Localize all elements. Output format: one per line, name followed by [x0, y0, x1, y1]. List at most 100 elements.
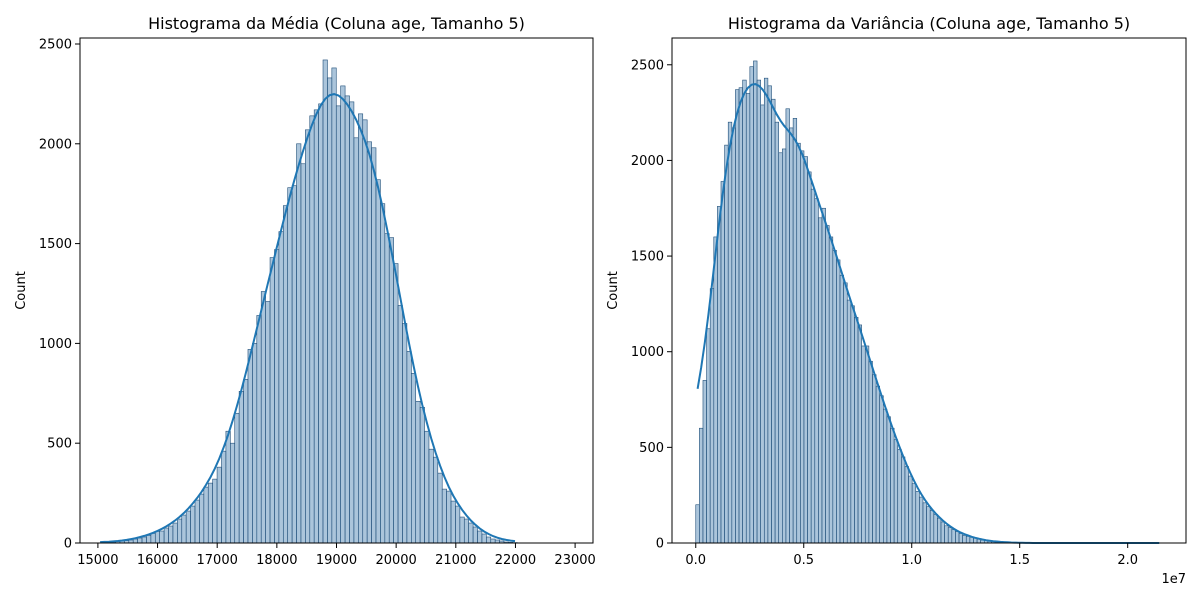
histogram-bar	[154, 531, 160, 544]
histogram-bar	[738, 87, 743, 544]
histogram-bar	[221, 450, 227, 544]
histogram-bar	[854, 316, 859, 544]
histogram-bar	[265, 301, 271, 544]
histogram-bar	[735, 89, 740, 544]
histogram-bar	[146, 535, 152, 544]
histogram-bar	[814, 198, 819, 544]
histogram-bar	[393, 263, 399, 544]
histogram-bar	[763, 77, 769, 544]
x-tick-label: 18000	[256, 553, 297, 568]
histogram-bar	[207, 482, 213, 544]
histogram-bar	[883, 408, 888, 544]
histogram-bar	[168, 525, 174, 544]
histogram-bar	[419, 406, 425, 544]
chart-title: Histograma da Média (Coluna age, Tamanho…	[148, 14, 525, 33]
histogram-bar	[861, 345, 866, 544]
histogram-bar	[937, 517, 942, 544]
histogram-bar	[919, 496, 924, 544]
y-axis: 0 500 1000 1500 2000 2500	[39, 37, 80, 552]
x-tick-label: 21000	[435, 553, 476, 568]
histogram-bar	[477, 530, 483, 544]
histogram-bar	[944, 525, 949, 544]
x-tick-label: 16000	[137, 553, 178, 568]
histogram-bar	[695, 504, 700, 544]
histogram-bar	[366, 141, 372, 544]
histogram-bar	[463, 518, 469, 544]
y-axis-label: Count	[606, 271, 621, 310]
histogram-bar	[243, 379, 249, 544]
histogram-bar	[857, 324, 862, 544]
histogram-bar	[709, 288, 715, 544]
histogram-bar	[234, 412, 240, 544]
histogram-bar	[340, 85, 346, 544]
histogram-bar	[181, 514, 187, 544]
histogram-bar	[782, 148, 787, 544]
histogram-bar	[225, 430, 231, 544]
histogram-bar	[185, 510, 191, 544]
histogram-bar	[803, 156, 808, 544]
y-tick-label: 1000	[631, 345, 664, 360]
chart-title: Histograma da Variância (Coluna age, Tam…	[728, 14, 1130, 33]
histogram-bar	[199, 493, 205, 544]
histogram-bar	[468, 522, 474, 544]
histogram-bar	[269, 257, 275, 544]
histogram-bar	[836, 259, 841, 544]
histogram-bar	[915, 491, 920, 544]
histogram-bar	[839, 274, 844, 544]
histogram-bar	[132, 538, 138, 544]
histogram-bar	[282, 205, 289, 544]
y-tick-label: 2500	[631, 58, 664, 73]
histogram-bar	[322, 59, 328, 544]
x-tick-label: 1.0	[901, 553, 922, 568]
x-axis: 0.0 0.5 1.0 1.5 2.0	[685, 543, 1138, 568]
histogram-bar	[362, 119, 368, 544]
histogram-bar	[890, 427, 895, 544]
histogram-bar	[875, 385, 880, 544]
histogram-bar	[893, 439, 899, 544]
histogram-bar	[397, 305, 403, 544]
plot-area-frame	[671, 37, 1187, 544]
histogram-bar	[309, 115, 315, 544]
histogram-bar	[868, 360, 873, 544]
histogram-bar	[296, 143, 302, 544]
histogram-bar	[486, 536, 492, 544]
histogram-bar	[238, 391, 244, 544]
x-axis-offset-label: 1e7	[1161, 572, 1186, 587]
histogram-bar	[789, 127, 794, 544]
histogram-bar	[212, 478, 218, 544]
histogram-bar	[908, 475, 913, 544]
y-axis-label: Count	[14, 271, 29, 310]
histogram-bar	[163, 527, 169, 544]
x-tick-label: 2.0	[1117, 553, 1138, 568]
histogram-bar	[825, 225, 830, 544]
histogram-bar	[415, 400, 421, 544]
histogram-bar	[274, 249, 280, 544]
histogram-bar	[706, 328, 711, 544]
histogram-bar	[810, 188, 816, 544]
histogram-bar	[947, 527, 953, 544]
histogram-bar	[771, 98, 776, 544]
chart-panel-1: 15000 16000 17000 18000 19000 20000 21000 22000…	[14, 14, 596, 568]
histogram-bar	[965, 536, 971, 544]
histogram-bar	[424, 430, 430, 544]
histogram-bar	[203, 486, 209, 544]
histogram-bar	[724, 144, 729, 544]
histogram-bar	[402, 323, 408, 544]
histogram-bar	[796, 142, 801, 544]
histogram-bar	[371, 147, 377, 544]
histogram-bar	[933, 514, 938, 544]
histogram-bar	[331, 67, 337, 544]
histogram-bar	[406, 351, 412, 544]
x-tick-label: 20000	[375, 553, 416, 568]
histogram-bar	[353, 137, 359, 544]
histogram-bar	[388, 237, 394, 544]
histogram-bar	[441, 488, 447, 544]
y-tick-label: 1500	[631, 250, 664, 265]
histogram-bar	[778, 152, 783, 544]
histogram-bar	[774, 121, 780, 544]
y-tick-label: 1500	[39, 237, 72, 252]
histogram-bar	[843, 282, 848, 544]
x-tick-label: 0.0	[685, 553, 706, 568]
histogram-bar	[727, 121, 733, 544]
